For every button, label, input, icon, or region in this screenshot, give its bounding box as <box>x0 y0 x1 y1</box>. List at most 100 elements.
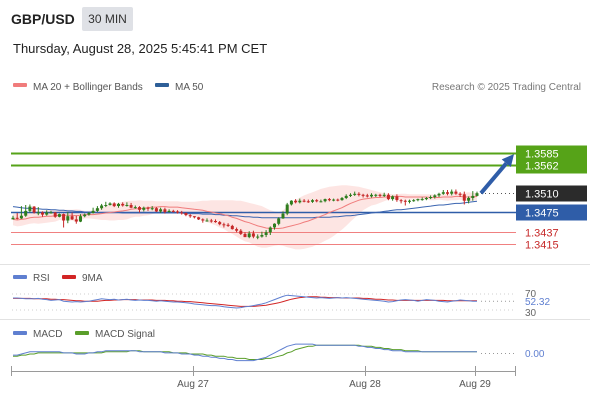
macd-lines <box>13 343 516 362</box>
candle-body <box>192 216 196 218</box>
candle-body <box>374 194 378 196</box>
candle <box>57 213 61 218</box>
candle-body <box>454 191 458 194</box>
candle-body <box>15 217 19 219</box>
candle-body <box>100 205 104 209</box>
candle-body <box>24 210 28 216</box>
time-axis-ticks <box>11 366 516 376</box>
candle <box>458 192 462 197</box>
candle-body <box>441 192 445 194</box>
candle-body <box>302 200 306 202</box>
forecast-arrow-head <box>501 154 514 168</box>
timeframe-button[interactable]: 30 MIN <box>82 7 133 31</box>
candle-body <box>357 193 361 195</box>
candle-body <box>230 225 234 230</box>
candle <box>133 205 137 209</box>
candle-body <box>403 200 407 202</box>
candle <box>374 193 378 197</box>
candle-body <box>429 197 433 199</box>
candle <box>424 197 428 201</box>
candle-body <box>95 208 99 211</box>
candle-body <box>74 219 78 222</box>
candle <box>159 207 163 213</box>
candle-body <box>450 191 454 194</box>
candle-body <box>197 217 201 220</box>
candle <box>49 210 53 214</box>
rsi-signal-legend-swatch <box>62 275 76 279</box>
candle <box>226 223 230 227</box>
candle-body <box>399 200 403 202</box>
candle-body <box>344 195 348 198</box>
candle <box>19 206 23 219</box>
candle-body <box>264 232 268 235</box>
candle-body <box>41 212 44 215</box>
candle <box>382 192 386 197</box>
last-price-label-box <box>516 185 587 202</box>
candle <box>146 206 150 211</box>
candle <box>450 189 454 196</box>
candle-body <box>176 211 179 213</box>
candle-body <box>62 214 66 221</box>
candle-body <box>146 207 150 209</box>
candle-body <box>467 198 471 201</box>
candle <box>446 190 449 196</box>
candle-body <box>289 200 293 205</box>
candle <box>95 206 99 212</box>
x-tick-label-aug29: Aug 29 <box>459 379 491 390</box>
candle <box>70 212 74 220</box>
candle <box>302 199 306 203</box>
candle <box>268 226 272 235</box>
candle <box>142 206 146 212</box>
candle <box>79 214 82 223</box>
candle <box>319 199 323 203</box>
candle <box>475 191 479 197</box>
candle-body <box>315 200 319 202</box>
candle-body <box>66 216 70 221</box>
candle-body <box>386 194 390 200</box>
candle-body <box>247 233 251 238</box>
candle-body <box>277 218 281 224</box>
candle-body <box>273 223 276 228</box>
candle <box>273 223 276 230</box>
candle <box>222 222 226 228</box>
candle <box>230 224 234 230</box>
candle-body <box>243 233 247 238</box>
candle-body <box>112 203 116 207</box>
forecast-arrow-shaft <box>479 162 508 195</box>
candle <box>462 191 466 205</box>
candle-body <box>133 207 137 209</box>
candle <box>83 213 87 218</box>
candle <box>176 210 179 214</box>
candle-body <box>138 207 141 210</box>
candle <box>256 234 260 240</box>
candle <box>357 192 361 197</box>
candle <box>370 193 373 198</box>
candle-body <box>424 198 428 200</box>
candle <box>209 218 213 223</box>
candle-body <box>365 195 369 197</box>
candle <box>28 204 32 213</box>
candle <box>62 213 66 228</box>
candle-body <box>184 213 188 216</box>
candle <box>188 214 192 218</box>
candle-body <box>332 199 336 201</box>
rsi-legend-label: RSI <box>33 273 50 284</box>
timestamp: Thursday, August 28, 2025 5:45:41 PM CET <box>13 41 268 56</box>
candle-body <box>239 230 243 234</box>
candle <box>218 221 222 226</box>
candle <box>112 202 116 208</box>
candle <box>74 215 78 224</box>
candle <box>32 206 36 214</box>
candle-body <box>370 194 373 197</box>
candle <box>214 219 217 223</box>
candle <box>11 215 15 220</box>
candle <box>180 210 184 215</box>
candle <box>41 211 44 217</box>
rsi-current-value: 52.32 <box>525 297 550 308</box>
candle <box>201 218 205 223</box>
candle <box>336 198 340 202</box>
candle <box>53 212 57 218</box>
candle <box>298 198 302 204</box>
candle-body <box>361 194 365 196</box>
